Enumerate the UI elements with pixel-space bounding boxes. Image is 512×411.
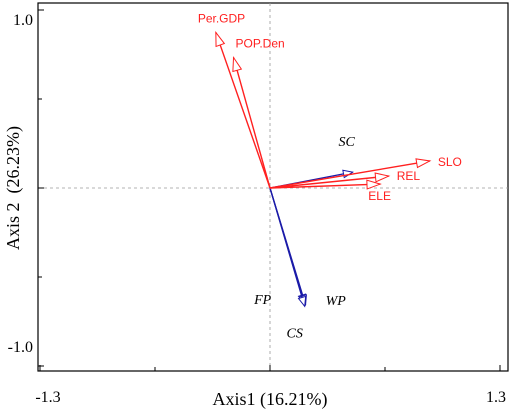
label-ele: ELE — [368, 189, 391, 203]
arrowhead-pop-den — [232, 55, 243, 73]
vector-layer: SC FP WP CS Per.GDP POP.Den SLO REL ELE — [198, 11, 462, 341]
arrowhead-rel — [374, 172, 391, 183]
x-tick-label-right: 1.3 — [486, 389, 506, 406]
arrowhead-slo — [415, 158, 432, 169]
vector-rel — [269, 175, 389, 189]
label-fp: FP — [253, 293, 272, 308]
label-pop-den: POP.Den — [236, 37, 285, 51]
x-tick-label-left: -1.3 — [35, 389, 60, 406]
vector-per-gdp — [215, 32, 271, 189]
label-slo: SLO — [438, 155, 462, 169]
y-tick-label-bottom: -1.0 — [8, 339, 33, 356]
arrowhead-ele — [366, 179, 382, 190]
vector-ele — [269, 183, 381, 189]
vector-cs — [269, 187, 306, 307]
x-axis-title: Axis1 (16.21%) — [213, 389, 328, 410]
arrowhead-cs — [297, 295, 307, 308]
y-axis-title: Axis 2 (26.23%) — [3, 126, 24, 250]
label-per-gdp: Per.GDP — [198, 11, 245, 25]
plot-frame — [37, 2, 509, 372]
arrowhead-per-gdp — [215, 30, 226, 48]
label-sc: SC — [338, 135, 355, 150]
x-axis-ticks — [39, 365, 501, 371]
vector-slo — [269, 160, 430, 189]
vector-pop-den — [232, 57, 271, 189]
label-cs: CS — [287, 326, 303, 341]
y-tick-label-top: 1.0 — [13, 12, 33, 29]
label-wp: WP — [326, 294, 347, 309]
label-rel: REL — [397, 169, 421, 183]
y-axis-ticks — [38, 9, 44, 367]
